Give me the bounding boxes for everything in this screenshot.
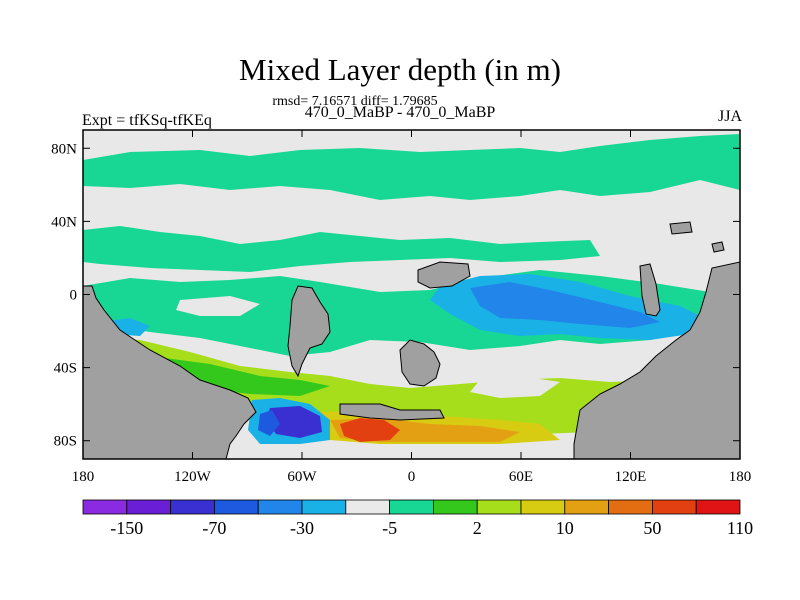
field-neutral-patch-pacific bbox=[176, 296, 260, 316]
colorbar-swatch bbox=[520, 499, 566, 515]
land-southern-bar bbox=[339, 403, 445, 421]
colorbar-label: 10 bbox=[556, 518, 574, 538]
map-field bbox=[83, 130, 740, 459]
colorbar-swatch bbox=[564, 499, 609, 515]
colorbar-label: -5 bbox=[382, 518, 397, 538]
field-positive-red-patch bbox=[340, 418, 400, 442]
x-tick-label: 120E bbox=[615, 469, 647, 485]
land-africa bbox=[287, 285, 331, 378]
land-ne-patch-2 bbox=[711, 241, 725, 253]
colorbar-swatch bbox=[82, 499, 128, 515]
field-positive-midlat-band bbox=[83, 226, 600, 272]
x-tick-label: 180 bbox=[72, 469, 95, 485]
land-ne-patch bbox=[669, 221, 693, 235]
colorbar-swatch bbox=[170, 499, 215, 515]
field-negative-tropical-deep bbox=[470, 282, 660, 328]
colorbar-swatch bbox=[126, 499, 172, 515]
colorbar-swatch bbox=[695, 499, 741, 515]
field-positive-north-band bbox=[83, 134, 740, 200]
colorbar-swatch bbox=[432, 499, 478, 515]
colorbar-swatch bbox=[652, 499, 697, 515]
rmsd-line: rmsd= 7.16571 diff= 1.79685 bbox=[272, 94, 438, 109]
x-tick-label: 0 bbox=[408, 469, 416, 485]
season-label: JJA bbox=[717, 108, 742, 125]
colorbar-label: 50 bbox=[643, 518, 661, 538]
land-central-block bbox=[417, 261, 471, 289]
y-tick-label: 80N bbox=[51, 141, 77, 157]
colorbar-swatch bbox=[257, 499, 303, 515]
colorbar: -150 -70 -30 -5 2 10 50 110 bbox=[82, 499, 753, 538]
colorbar-label: -30 bbox=[290, 518, 314, 538]
colorbar-swatch bbox=[608, 499, 653, 515]
x-tick-label: 60E bbox=[509, 469, 533, 485]
land-south-america bbox=[83, 285, 257, 459]
y-tick-label: 80S bbox=[54, 434, 77, 450]
axis-ticks: 180 120W 60W 0 60E 120E 180 80N 40N 0 40S 80S bbox=[51, 130, 751, 485]
y-tick-label: 40S bbox=[54, 361, 77, 377]
colorbar-label: -70 bbox=[202, 518, 226, 538]
x-tick-label: 180 bbox=[729, 469, 752, 485]
land-australia-strip bbox=[639, 263, 661, 317]
y-tick-label: 0 bbox=[70, 288, 78, 304]
colorbar-label: 110 bbox=[727, 518, 753, 538]
experiment-label: Expt = tfKSq-tfKEq bbox=[82, 112, 212, 129]
y-tick-label: 40N bbox=[51, 214, 77, 230]
field-neutral-patch-south bbox=[470, 376, 560, 398]
x-tick-label: 60W bbox=[287, 469, 317, 485]
chart-title: Mixed Layer depth (in m) bbox=[239, 52, 561, 87]
chart-subtitle: 470_0_MaBP - 470_0_MaBP bbox=[304, 104, 496, 121]
colorbar-label: 2 bbox=[473, 518, 482, 538]
colorbar-swatch bbox=[389, 499, 434, 515]
colorbar-label: -150 bbox=[110, 518, 143, 538]
colorbar-swatch bbox=[301, 499, 347, 515]
colorbar-swatch bbox=[476, 499, 522, 515]
field-negative-south-mid bbox=[258, 410, 280, 436]
land-antarctica-east bbox=[573, 261, 740, 459]
x-tick-label: 120W bbox=[174, 469, 212, 485]
field-negative-south-deep bbox=[266, 406, 322, 438]
colorbar-swatch bbox=[213, 499, 259, 515]
field-positive-south-belt bbox=[83, 336, 740, 434]
land-indo-patch bbox=[399, 339, 441, 387]
colorbar-swatch bbox=[345, 499, 390, 515]
